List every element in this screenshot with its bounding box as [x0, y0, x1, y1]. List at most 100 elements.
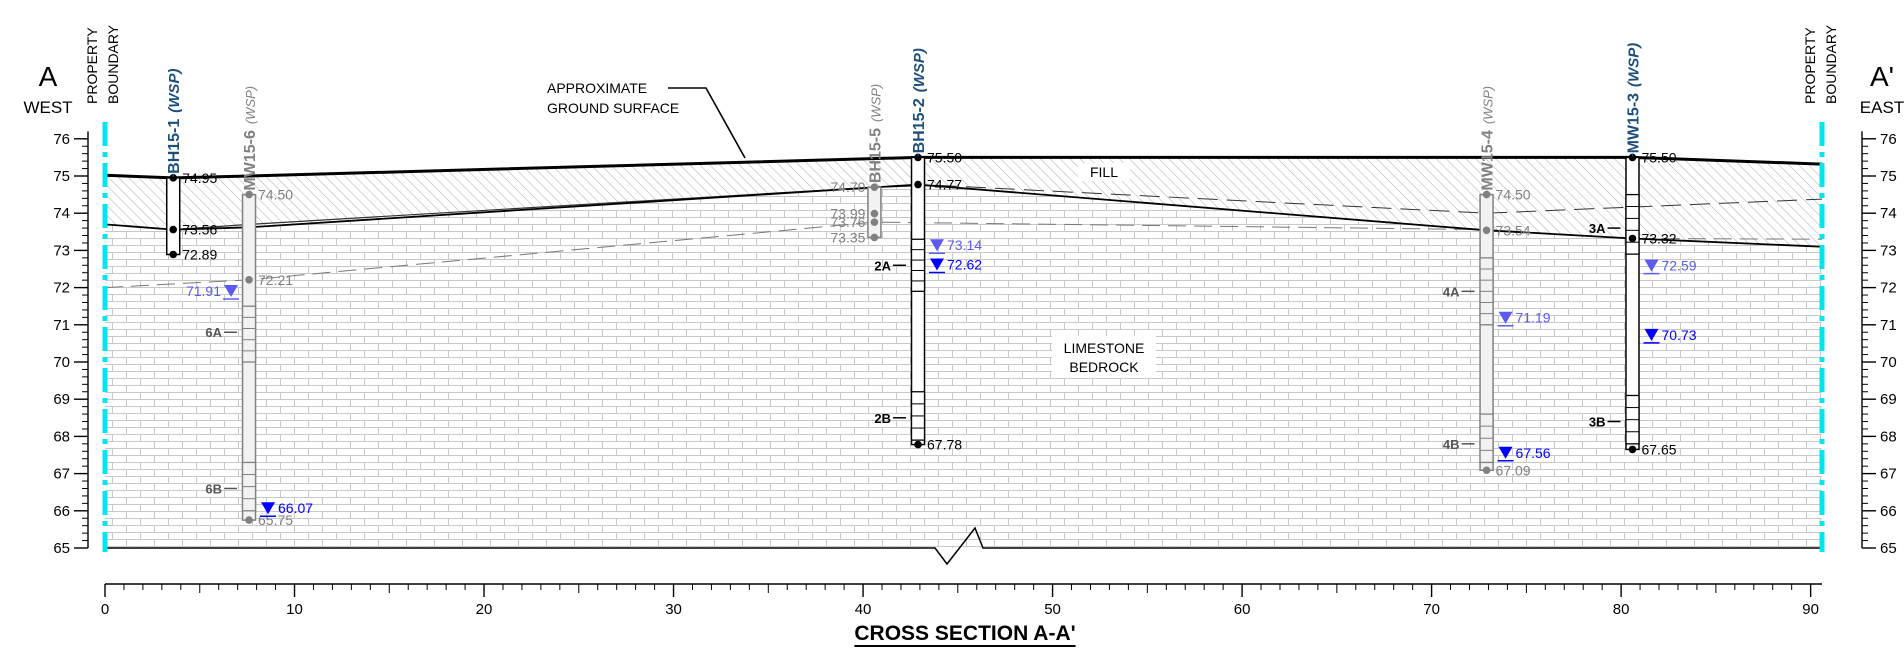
elevation-point	[1482, 226, 1491, 235]
water-level-icon	[224, 284, 239, 297]
section-base-line	[105, 526, 1822, 566]
borehole-bh15-1: 74.95 73.56 72.89 BH15-1 (WSP)	[165, 69, 217, 262]
ground-surface-callout: APPROXIMATE GROUND SURFACE	[547, 80, 746, 159]
elevation-tick-label: 75	[1880, 168, 1897, 185]
zone-label: 2B	[874, 411, 891, 426]
borehole-mw15-3: 75.50 73.32 67.65 72.59 70.73 3A 3B MW15-3 (WSP)	[1589, 43, 1697, 458]
elevation-tick-label: 73	[53, 242, 70, 259]
elevation-tick-label: 72	[1880, 280, 1897, 297]
zone-label: 2A	[874, 258, 891, 273]
screen-interval	[241, 305, 257, 363]
elevation-tick-label: 71	[53, 317, 70, 334]
borehole-casing	[165, 177, 181, 256]
elevation-tick-label: 70	[1880, 354, 1897, 371]
left-boundary-label-1: PROPERTY	[84, 27, 100, 104]
elevation-label: 73.54	[1496, 222, 1531, 238]
elevation-point	[870, 218, 879, 226]
elevation-tick-label: 76	[1880, 131, 1897, 148]
section-title: CROSS SECTION A-A'	[854, 622, 1075, 645]
bedrock-label-1: LIMESTONE	[1064, 340, 1145, 356]
elevation-label: 73.56	[182, 222, 217, 238]
water-level-lines	[104, 221, 1823, 289]
distance-tick-label: 70	[1423, 601, 1440, 618]
elevation-tick-label: 71	[1880, 317, 1897, 334]
borehole-owner: (WSP)	[1625, 43, 1642, 87]
distance-axis: 0 10 20 30 40 50 60 70 80 90	[101, 583, 1822, 618]
right-elevation-axis: 65 66 67 68 69 70 71 72 73 74 75 76	[1861, 131, 1897, 557]
elevation-tick-label: 69	[1880, 391, 1897, 408]
borehole-id-label: MW15-3 (WSP)	[1625, 43, 1642, 154]
water-level-label: 72.62	[947, 257, 982, 273]
borehole-owner: (WSP)	[868, 84, 883, 122]
water-level-icon	[1644, 328, 1659, 341]
screen-interval	[910, 238, 926, 292]
distance-tick-label: 90	[1802, 601, 1819, 618]
elevation-tick-label: 69	[53, 391, 70, 408]
elevation-tick-label: 74	[53, 205, 70, 222]
distance-tick-label: 30	[665, 601, 682, 618]
elevation-point	[914, 153, 922, 162]
elevation-tick-label: 76	[53, 131, 70, 148]
water-level-line	[104, 221, 1823, 289]
elevation-label: 72.21	[258, 272, 293, 288]
elevation-label: 75.50	[927, 149, 962, 165]
elevation-point	[870, 233, 879, 242]
elevation-point	[1628, 153, 1637, 162]
bedrock-zone	[105, 184, 1822, 548]
distance-tick-label: 50	[1044, 601, 1061, 618]
elevation-label: 73.99	[830, 206, 865, 222]
ground-surface-label-2: GROUND SURFACE	[547, 100, 679, 116]
borehole-owner: (WSP)	[166, 69, 183, 113]
water-level-label: 71.91	[186, 283, 221, 299]
borehole-logs: 74.9573.5672.89BH15-1(WSP)74.5072.2165.7…	[165, 43, 1697, 528]
fill-label: FILL	[1090, 164, 1118, 180]
borehole-id: BH15-2	[911, 98, 928, 153]
elevation-label: 74.50	[1496, 187, 1531, 203]
west-label: WEST	[23, 98, 72, 117]
borehole-id-label: BH15-1 (WSP)	[166, 69, 183, 174]
zone-label: 6A	[205, 325, 222, 340]
elevation-tick-label: 68	[53, 428, 70, 445]
ground-surface-line	[104, 155, 1823, 180]
section-end-letter: A'	[1870, 61, 1894, 92]
borehole-owner: (WSP)	[243, 86, 258, 124]
elevation-tick-label: 66	[1880, 503, 1897, 520]
water-level-label: 71.19	[1516, 310, 1551, 326]
elevation-label: 73.35	[830, 229, 865, 245]
elevation-label: 74.70	[830, 179, 865, 195]
distance-tick-label: 10	[286, 601, 303, 618]
elevation-point	[1628, 445, 1637, 454]
elevation-tick-label: 65	[53, 540, 70, 557]
borehole-bh15-2: 75.50 74.77 67.78 73.14 72.62 2A 2B BH15-2 (WSP)	[874, 48, 982, 452]
water-level-icon	[1498, 446, 1513, 459]
elevation-label: 73.32	[1641, 230, 1676, 246]
elevation-tick-label: 65	[1880, 540, 1897, 557]
bedrock-label-2: BEDROCK	[1069, 359, 1139, 375]
elevation-tick-label: 75	[53, 168, 70, 185]
distance-tick-label: 60	[1234, 601, 1251, 618]
water-level-icon	[1644, 259, 1659, 272]
water-level-icon	[930, 258, 945, 271]
water-level-label: 73.14	[947, 237, 982, 253]
right-boundary-label-2: BOUNDARY	[1823, 24, 1839, 104]
water-level-label: 72.59	[1661, 258, 1696, 274]
elevation-point	[1628, 234, 1637, 243]
elevation-point	[245, 275, 253, 284]
elevation-point	[870, 209, 879, 218]
borehole-owner: (WSP)	[911, 48, 928, 92]
borehole-id-label: BH15-2 (WSP)	[911, 48, 928, 153]
elevation-tick-label: 72	[53, 280, 70, 297]
elevation-tick-label: 68	[1880, 428, 1897, 445]
distance-tick-label: 40	[855, 601, 872, 618]
distance-tick-label: 0	[101, 601, 109, 618]
borehole-id: MW15-6	[242, 130, 259, 191]
elevation-tick-label: 70	[53, 354, 70, 371]
elevation-label: 67.78	[927, 437, 962, 453]
borehole-id: BH15-1	[166, 119, 183, 174]
zone-label: 6B	[205, 481, 222, 496]
elevation-point	[169, 225, 178, 234]
water-level-icon	[1498, 311, 1513, 324]
water-level-label: 67.56	[1516, 445, 1551, 461]
